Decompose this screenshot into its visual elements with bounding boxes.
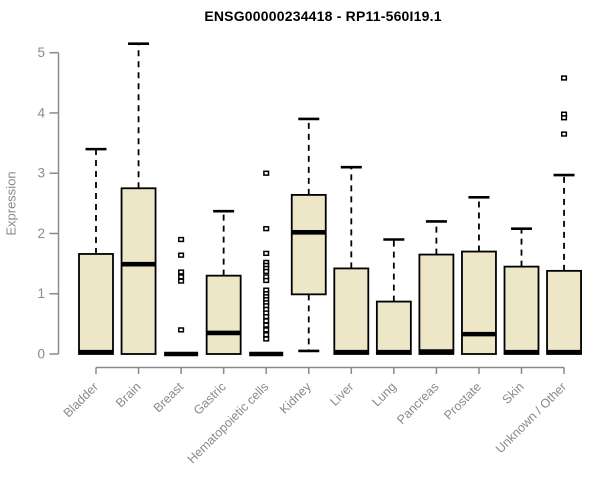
- outlier-breast-3: [178, 274, 185, 280]
- outlier-hematopoietic-cells-17: [263, 313, 270, 320]
- x-tick-label-liver: Liver: [327, 380, 356, 409]
- outlier-breast-5: [178, 327, 185, 333]
- x-tick-label-kidney: Kidney: [277, 379, 314, 416]
- outlier-unknown-other-0: [561, 75, 568, 81]
- outlier-hematopoietic-cells-21: [263, 332, 270, 338]
- outlier-breast-1: [178, 252, 185, 258]
- y-tick-label: 2: [37, 226, 45, 241]
- y-tick-label: 1: [37, 286, 45, 301]
- y-tick-label: 5: [37, 45, 45, 60]
- outlier-hematopoietic-cells-19: [263, 322, 270, 328]
- box-gastric: [205, 274, 242, 355]
- x-tick-label-prostate: Prostate: [441, 380, 484, 423]
- outlier-hematopoietic-cells-2: [263, 250, 270, 257]
- outlier-hematopoietic-cells-6: [263, 268, 270, 275]
- x-tick-label-skin: Skin: [500, 380, 527, 407]
- x-tick-label-bladder: Bladder: [61, 380, 101, 420]
- box-brain: [120, 187, 157, 355]
- outlier-hematopoietic-cells-18: [263, 318, 270, 324]
- box-lung: [375, 300, 412, 355]
- outlier-hematopoietic-cells-0: [263, 170, 270, 176]
- y-tick-label: 3: [37, 166, 45, 181]
- box-skin: [503, 265, 540, 355]
- chart-title: ENSG00000234418 - RP11-560I19.1: [204, 8, 442, 24]
- outlier-hematopoietic-cells-8: [263, 277, 270, 284]
- x-tick-label-lung: Lung: [369, 380, 399, 410]
- y-tick-label: 0: [37, 347, 45, 362]
- x-tick-label-breast: Breast: [151, 379, 187, 415]
- box-pancreas: [418, 253, 455, 355]
- outlier-breast-4: [178, 278, 185, 284]
- outlier-hematopoietic-cells-20: [263, 327, 270, 333]
- outlier-unknown-other-2: [561, 115, 568, 121]
- outlier-unknown-other-3: [561, 131, 568, 137]
- box-liver: [333, 267, 370, 355]
- x-tick-label-pancreas: Pancreas: [394, 380, 441, 427]
- box-kidney: [290, 194, 327, 296]
- box-prostate: [461, 250, 497, 355]
- x-tick-label-gastric: Gastric: [191, 380, 229, 418]
- box-unknown-other: [546, 269, 582, 355]
- outlier-hematopoietic-cells-22: [263, 336, 270, 342]
- x-tick-label-brain: Brain: [113, 380, 144, 411]
- outlier-breast-0: [178, 236, 185, 243]
- x-tick-label-hematopoietic-cells: Hematopoietic cells: [185, 380, 272, 467]
- outlier-hematopoietic-cells-1: [263, 226, 270, 232]
- outlier-breast-2: [178, 269, 185, 275]
- y-tick-label: 4: [37, 105, 45, 120]
- box-bladder: [78, 253, 114, 355]
